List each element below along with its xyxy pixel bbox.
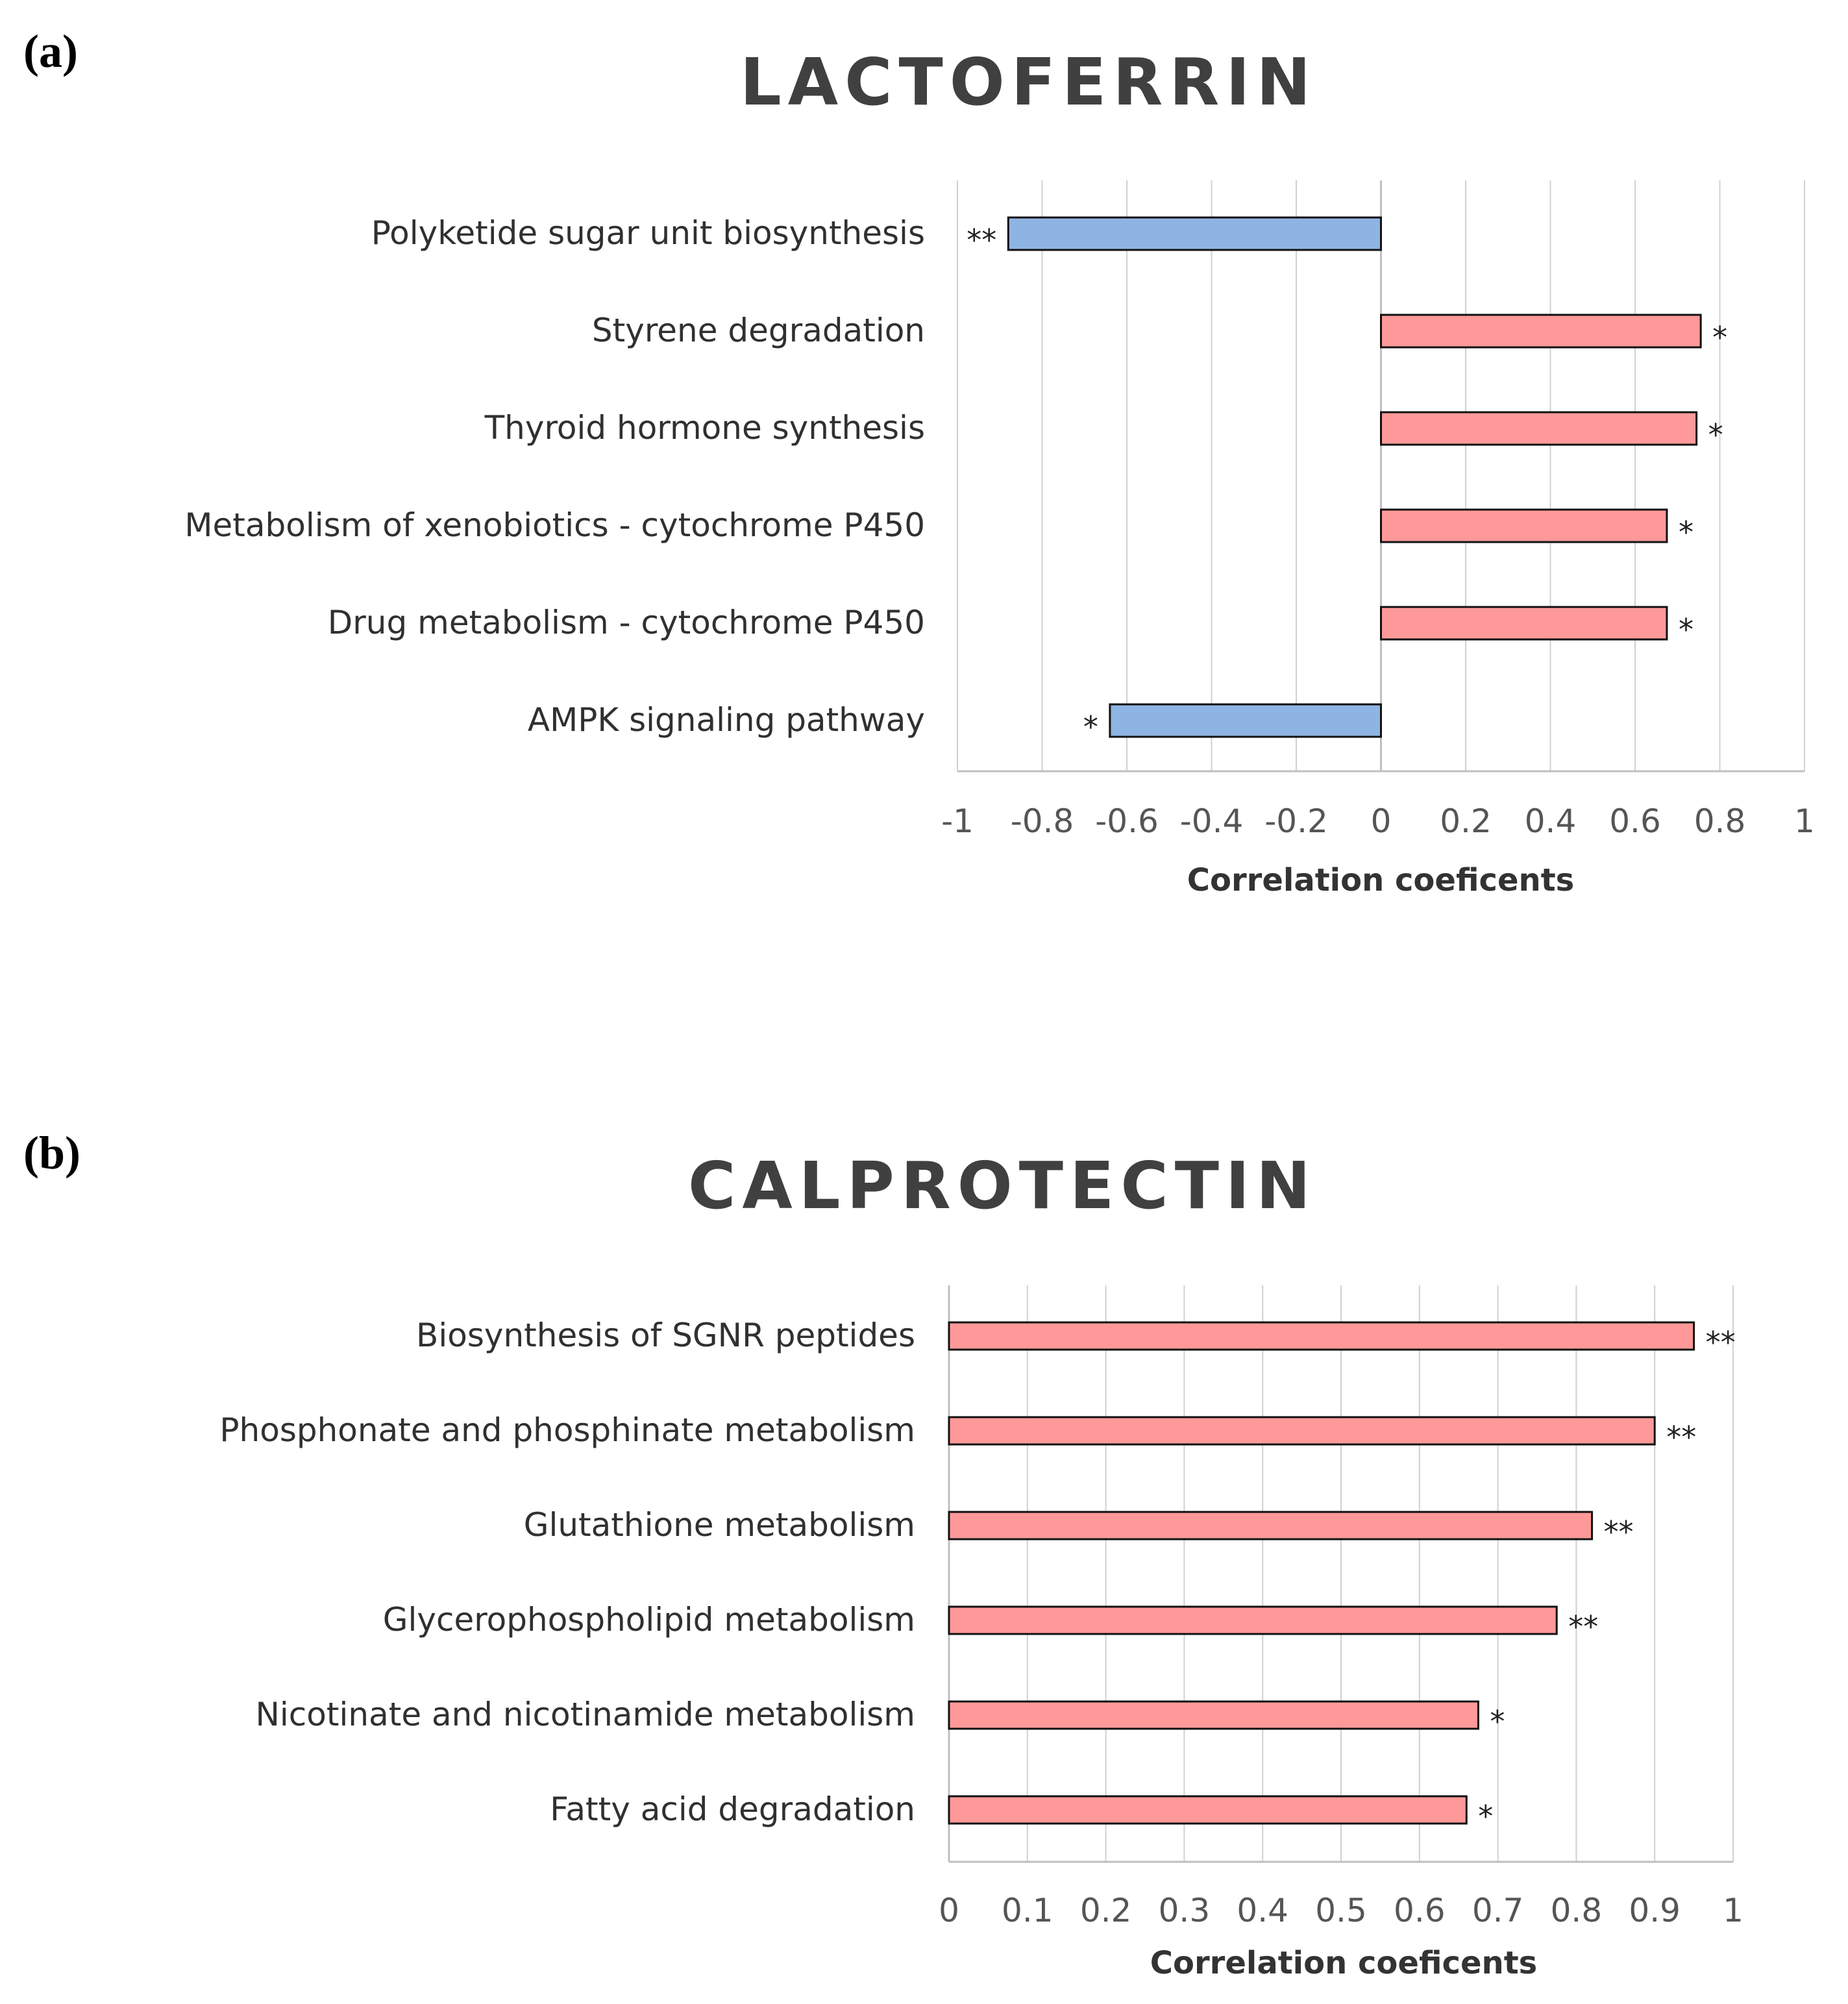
chart-title-calprotectin: CALPROTECTIN [688, 1148, 1317, 1224]
lactoferrin-significance-label: * [1679, 612, 1694, 647]
calprotectin-significance-label: ** [1666, 1420, 1696, 1455]
lactoferrin-significance-label: * [1083, 710, 1098, 745]
calprotectin-bar [948, 1321, 1695, 1351]
calprotectin-category-label: Phosphonate and phosphinate metabolism [219, 1411, 915, 1449]
calprotectin-tick-label: 0.9 [1629, 1892, 1681, 1929]
calprotectin-tick-label: 0.8 [1551, 1892, 1603, 1929]
lactoferrin-category-label: Thyroid hormone synthesis [484, 409, 925, 447]
calprotectin-bar [948, 1416, 1656, 1446]
lactoferrin-bar-chart: Polyketide sugar unit biosynthesis **Styr… [184, 180, 1815, 898]
calprotectin-significance-label: * [1490, 1704, 1505, 1739]
calprotectin-significance-label: * [1478, 1799, 1493, 1834]
lactoferrin-tick-label: 0 [1371, 802, 1392, 840]
lactoferrin-tick-label: -0.8 [1011, 802, 1074, 840]
calprotectin-tick-label: 0.5 [1315, 1892, 1367, 1929]
calprotectin-bar [948, 1795, 1468, 1825]
lactoferrin-significance-label: * [1712, 320, 1727, 355]
calprotectin-tick-label: 1 [1723, 1892, 1743, 1929]
calprotectin-tick-label: 0.3 [1159, 1892, 1211, 1929]
lactoferrin-bar [1380, 411, 1698, 446]
calprotectin-significance-label: ** [1568, 1609, 1598, 1644]
lactoferrin-category-label: AMPK signaling pathway [528, 701, 925, 739]
lactoferrin-x-axis-title: Correlation coeficents [1187, 862, 1574, 898]
calprotectin-tick-label: 0 [939, 1892, 959, 1929]
lactoferrin-category-label: Styrene degradation [592, 312, 925, 349]
chart-title-lactoferrin: LACTOFERRIN [740, 44, 1318, 120]
lactoferrin-tick-label: 0.6 [1609, 802, 1661, 840]
lactoferrin-category-label: Drug metabolism - cytochrome P450 [328, 604, 925, 641]
lactoferrin-tick-label: -0.4 [1180, 802, 1244, 840]
lactoferrin-tick-label: -0.2 [1264, 802, 1328, 840]
lactoferrin-bar [1007, 216, 1383, 251]
panel-label-a: (a) [23, 25, 78, 77]
calprotectin-x-axis-title: Correlation coeficents [1150, 1945, 1537, 1981]
lactoferrin-bar [1380, 508, 1668, 543]
lactoferrin-significance-label: * [1708, 417, 1723, 452]
lactoferrin-category-label: Metabolism of xenobiotics - cytochrome P… [184, 506, 925, 544]
calprotectin-bar [948, 1700, 1479, 1730]
calprotectin-category-label: Biosynthesis of SGNR peptides [416, 1317, 915, 1354]
lactoferrin-tick-label: -0.6 [1095, 802, 1159, 840]
calprotectin-bar [948, 1511, 1594, 1540]
lactoferrin-tick-label: 1 [1794, 802, 1815, 840]
calprotectin-tick-label: 0.1 [1002, 1892, 1053, 1929]
calprotectin-tick-label: 0.6 [1394, 1892, 1446, 1929]
lactoferrin-tick-label: 0.2 [1440, 802, 1492, 840]
calprotectin-category-label: Fatty acid degradation [550, 1790, 915, 1828]
calprotectin-category-label: Glutathione metabolism [524, 1506, 915, 1544]
lactoferrin-significance-label: ** [967, 223, 996, 258]
lactoferrin-tick-label: 0.4 [1525, 802, 1577, 840]
calprotectin-category-label: Glycerophospholipid metabolism [383, 1601, 915, 1639]
lactoferrin-tick-label: -1 [941, 802, 974, 840]
calprotectin-tick-label: 0.7 [1472, 1892, 1524, 1929]
lactoferrin-tick-label: 0.8 [1694, 802, 1746, 840]
panel-label-b: (b) [23, 1127, 80, 1179]
calprotectin-significance-label: ** [1604, 1515, 1634, 1550]
calprotectin-tick-label: 0.2 [1080, 1892, 1132, 1929]
calprotectin-significance-label: ** [1706, 1325, 1736, 1360]
lactoferrin-bar [1380, 314, 1702, 349]
lactoferrin-bar [1109, 703, 1383, 738]
lactoferrin-bar [1380, 606, 1668, 641]
calprotectin-bar [948, 1605, 1558, 1635]
calprotectin-tick-label: 0.4 [1237, 1892, 1288, 1929]
lactoferrin-category-label: Polyketide sugar unit biosynthesis [371, 214, 925, 252]
calprotectin-category-label: Nicotinate and nicotinamide metabolism [256, 1696, 915, 1733]
lactoferrin-significance-label: * [1679, 515, 1694, 550]
